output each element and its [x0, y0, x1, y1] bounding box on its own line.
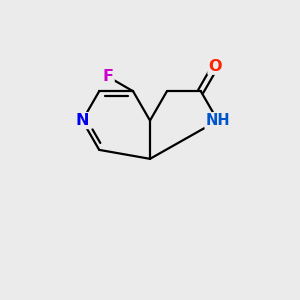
- Text: NH: NH: [206, 113, 230, 128]
- Text: F: F: [103, 69, 114, 84]
- Text: O: O: [208, 59, 222, 74]
- Text: N: N: [76, 113, 89, 128]
